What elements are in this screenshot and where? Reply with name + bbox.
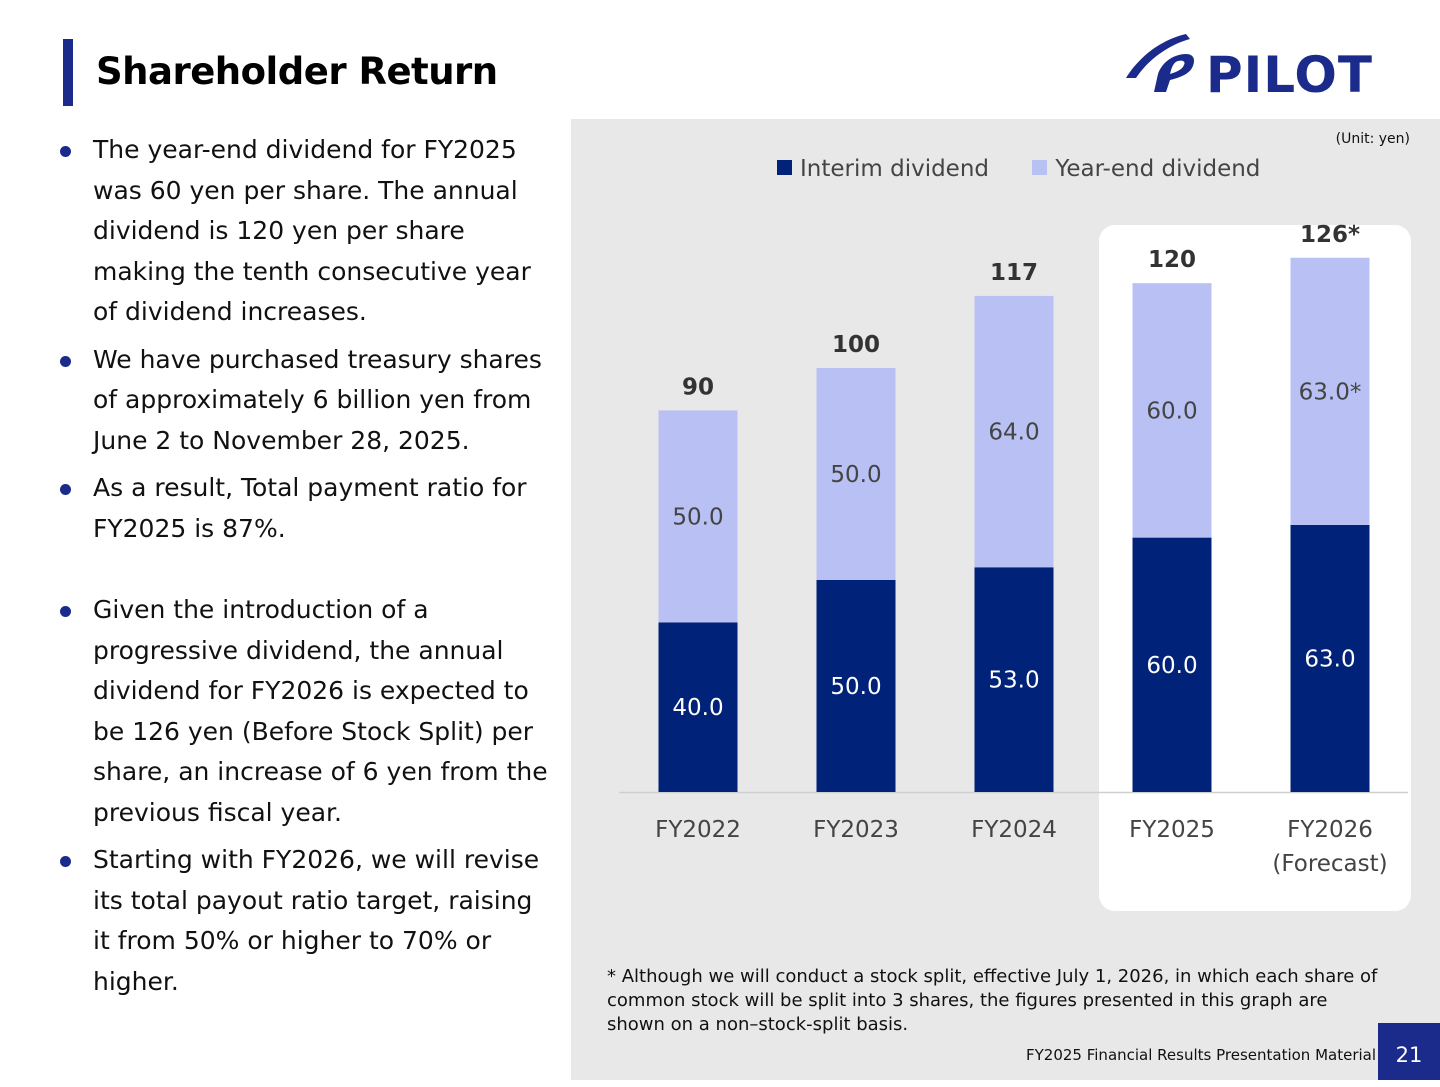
x-tick-label: FY2024 (971, 817, 1057, 843)
bullet-item: The year-end dividend for FY2025 was 60 … (56, 130, 556, 333)
bar-year-end (658, 410, 738, 623)
bar-year-end (1290, 257, 1370, 525)
bullet-text: The year-end dividend for FY2025 was 60 … (93, 135, 531, 326)
x-tick-label: FY2022 (655, 817, 741, 843)
bullet-dot (60, 146, 71, 157)
bullet-item: As a result, Total payment ratio for FY2… (56, 468, 556, 549)
x-tick-label: FY2026 (1287, 817, 1373, 843)
page-title: Shareholder Return (96, 50, 498, 93)
bullet-text: We have purchased treasury shares of app… (93, 344, 542, 455)
bar-interim (1290, 524, 1370, 792)
bullet-item: Given the introduction of a progressive … (56, 590, 556, 833)
bullet-text: Starting with FY2026, we will revise its… (93, 845, 540, 996)
data-label: 50.0 (830, 674, 881, 700)
bar-year-end (816, 368, 896, 580)
footer-text: FY2025 Financial Results Presentation Ma… (1026, 1046, 1377, 1064)
bullet-text: As a result, Total payment ratio for FY2… (93, 473, 527, 543)
data-label: 40.0 (672, 695, 723, 721)
legend-label: Interim dividend (800, 156, 990, 182)
bullet-dot (60, 484, 71, 495)
data-label: 53.0 (988, 668, 1039, 694)
bullet-list: The year-end dividend for FY2025 was 60 … (56, 130, 556, 1009)
bullet-dot (60, 606, 71, 617)
data-label: 63.0* (1299, 379, 1362, 405)
bar-interim (974, 567, 1054, 792)
data-label: 50.0 (830, 462, 881, 488)
bullet-item: Starting with FY2026, we will revise its… (56, 840, 556, 1002)
svg-text:PILOT: PILOT (1206, 46, 1373, 98)
bullet-item: We have purchased treasury shares of app… (56, 340, 556, 462)
data-label: 64.0 (988, 420, 1039, 446)
legend-swatch (777, 160, 792, 175)
legend-swatch (1032, 160, 1048, 175)
x-tick-label: (Forecast) (1272, 851, 1387, 877)
bullet-dot (60, 355, 71, 367)
data-label: 60.0 (1146, 653, 1197, 679)
bar-year-end (974, 295, 1054, 568)
pilot-logo: PILOT (1126, 34, 1373, 98)
data-label: 50.0 (672, 504, 723, 530)
dividend-chart: 40.0 50.0 90 FY2022 50.0 50.0 100 FY2023 53.0 64.… (619, 222, 1411, 911)
bar-interim (658, 622, 738, 792)
bullet-text: Given the introduction of a progressive … (93, 595, 548, 827)
legend-item-interim: Interim dividend (777, 156, 989, 182)
bullet-dot (60, 856, 71, 867)
x-tick-label: FY2025 (1129, 817, 1215, 843)
legend-label: Year-end dividend (1055, 156, 1261, 182)
total-label: 117 (990, 260, 1038, 286)
total-label: 90 (682, 374, 714, 400)
unit-label: (Unit: yen) (1335, 131, 1410, 147)
bar-year-end (1132, 283, 1212, 538)
chart-legend: Interim dividend Year-end dividend (777, 156, 1296, 182)
data-label: 60.0 (1146, 398, 1197, 424)
bar-interim (816, 580, 896, 792)
total-label: 126* (1300, 222, 1360, 248)
title-accent-bar (63, 39, 73, 106)
page-number: 21 (1378, 1023, 1440, 1080)
legend-item-year-end: Year-end dividend (1032, 156, 1260, 182)
bar-interim (1132, 537, 1212, 792)
total-label: 120 (1148, 247, 1196, 273)
data-label: 63.0 (1304, 646, 1355, 672)
total-label: 100 (832, 332, 880, 358)
chart-footnote: * Although we will conduct a stock split… (607, 966, 1378, 1035)
x-tick-label: FY2023 (813, 817, 899, 843)
